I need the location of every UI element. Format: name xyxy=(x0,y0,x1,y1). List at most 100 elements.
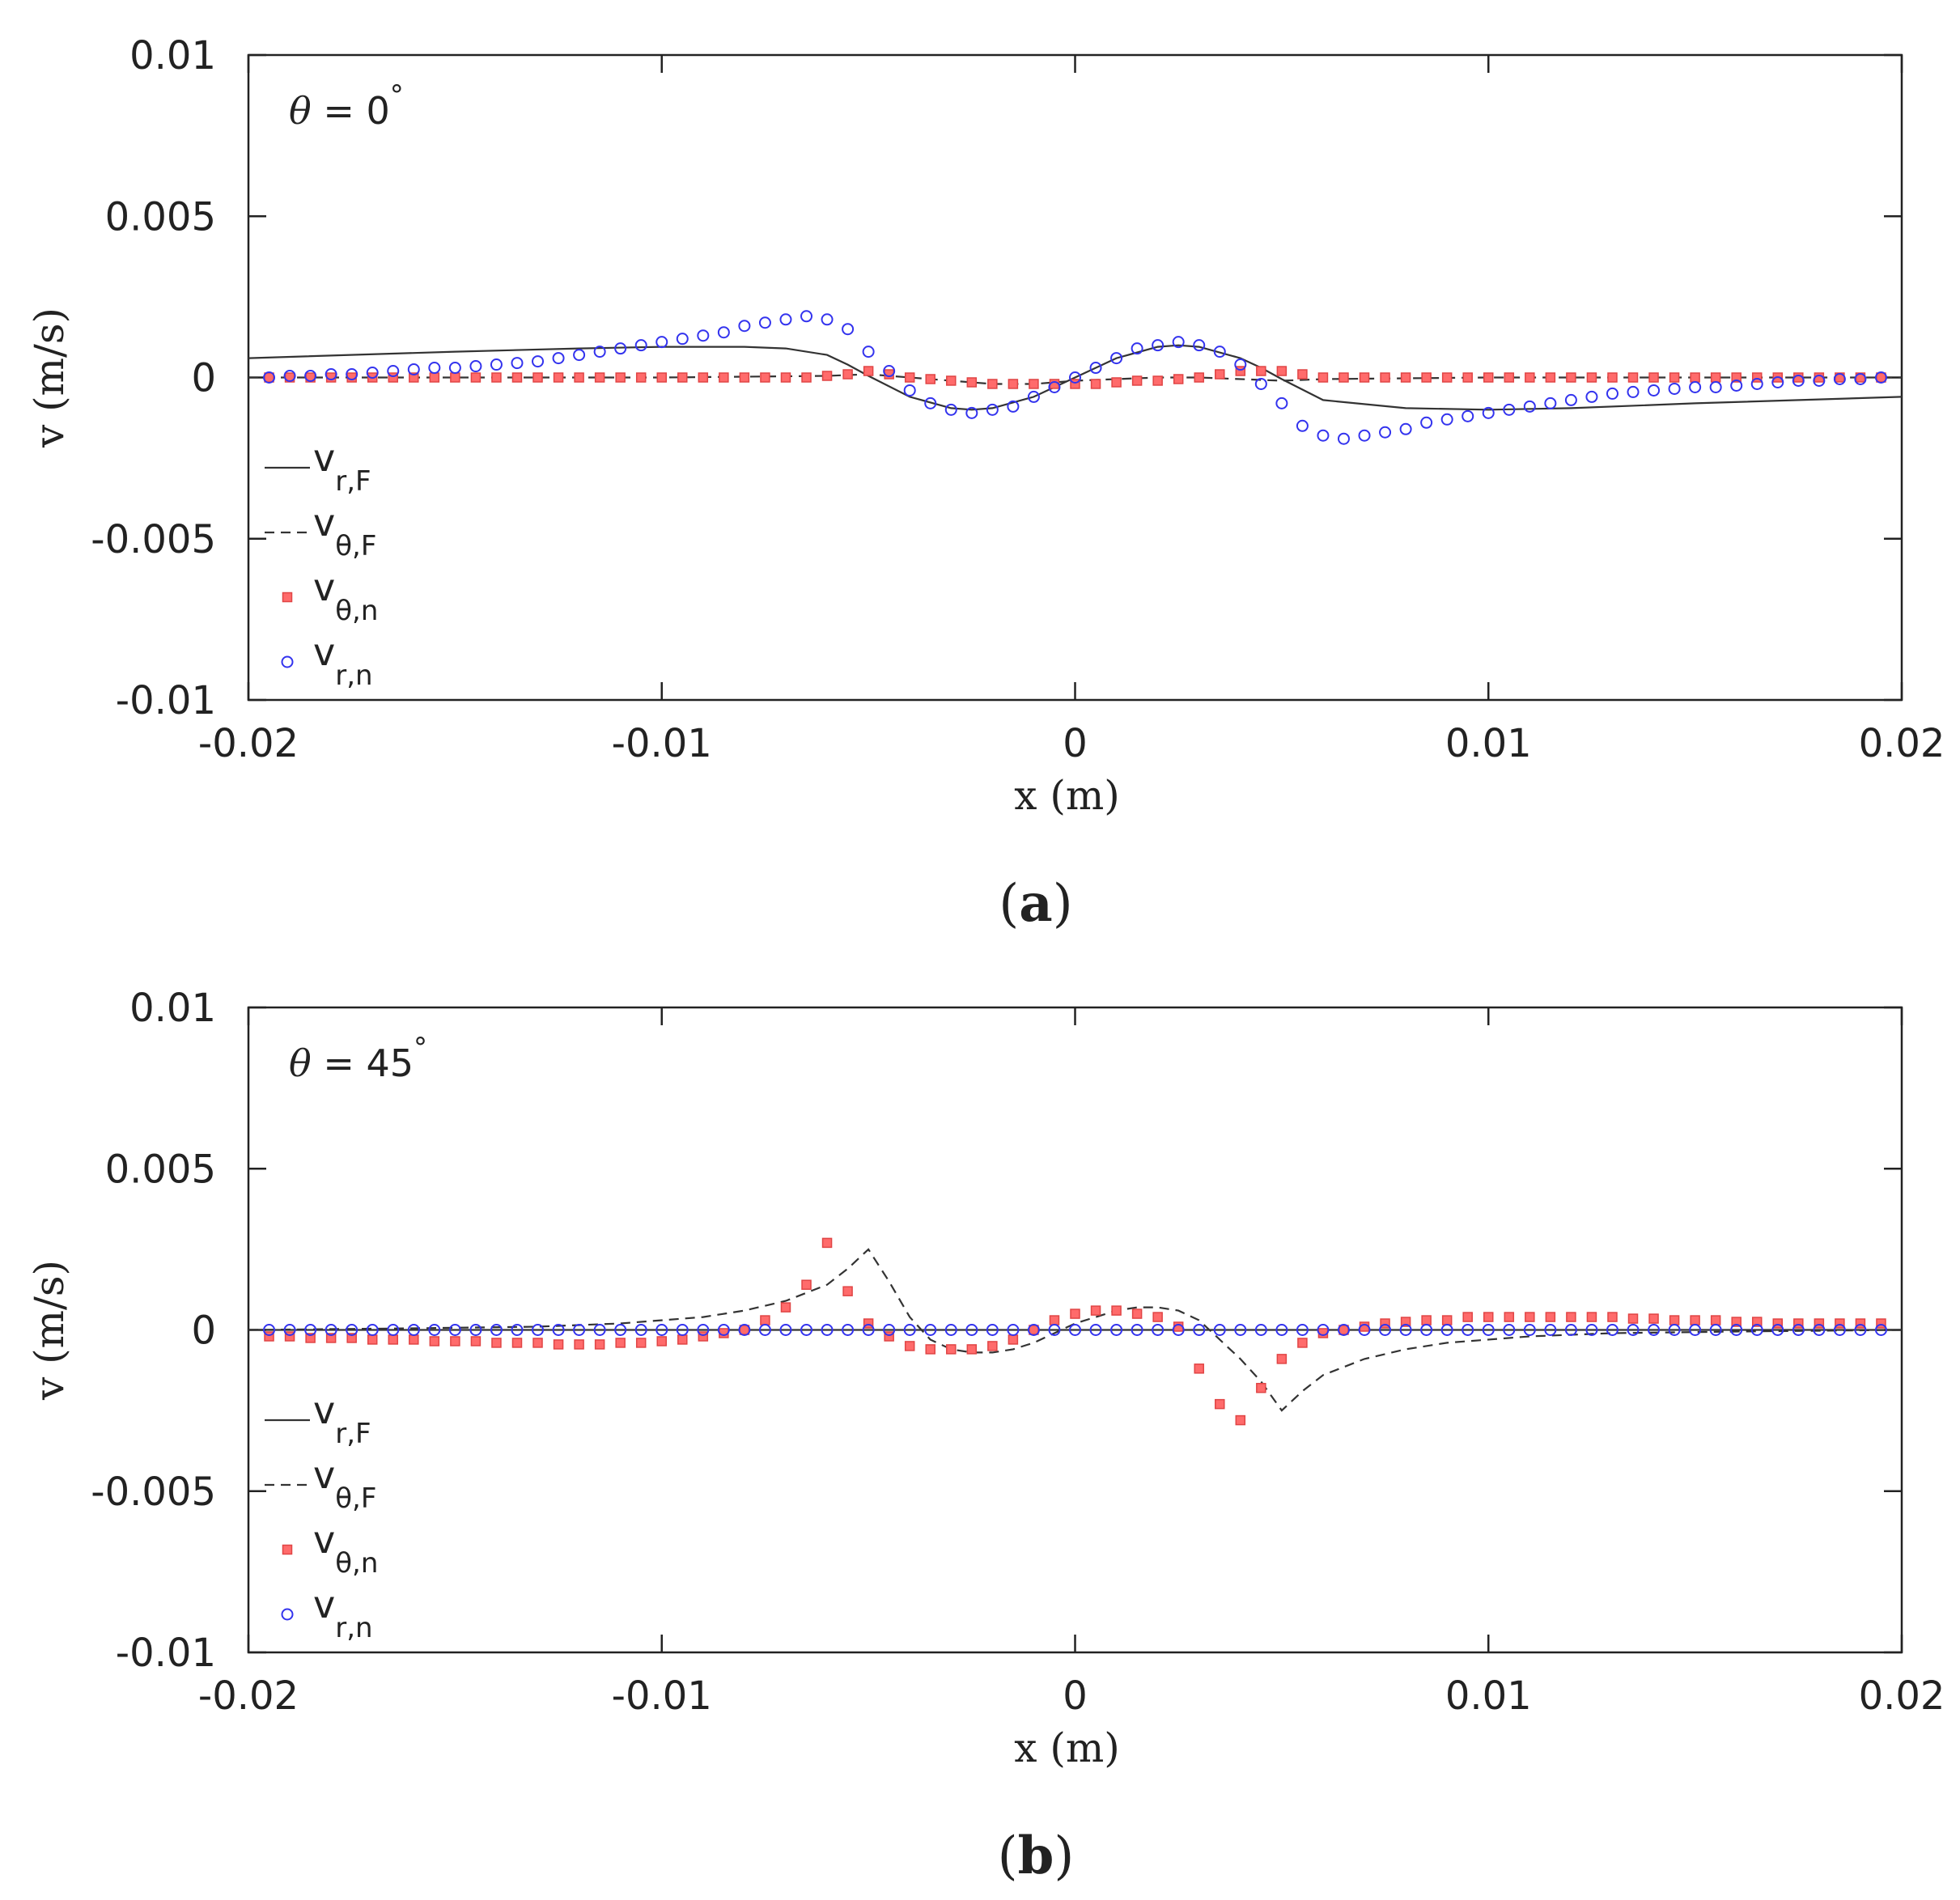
vrn-marker xyxy=(552,352,565,365)
vrn-marker xyxy=(1172,1324,1185,1336)
legend-label-vthn: vθ,n xyxy=(313,1518,378,1580)
vrn-marker xyxy=(1254,377,1267,390)
vrn-marker xyxy=(924,1324,937,1336)
vthetan-marker xyxy=(719,372,729,383)
vthetan-marker xyxy=(1462,1312,1473,1322)
y-tick-label: -0.01 xyxy=(116,1631,216,1676)
vrn-marker xyxy=(325,368,337,381)
vthetan-marker xyxy=(574,1339,584,1350)
x-tick-label: 0 xyxy=(1063,721,1088,766)
vthetan-marker xyxy=(1855,1318,1866,1329)
vthetan-marker xyxy=(1400,1317,1411,1327)
vrn-marker xyxy=(1358,429,1371,442)
vthetan-marker xyxy=(739,372,750,383)
vrn-marker xyxy=(304,1324,317,1336)
vthetan-marker xyxy=(1276,1354,1288,1364)
vthetan-marker xyxy=(1152,1312,1163,1322)
vrn-marker xyxy=(697,1324,710,1336)
vthetan-marker xyxy=(409,372,419,383)
vrn-marker xyxy=(1420,416,1433,429)
vrn-marker xyxy=(1234,1324,1247,1336)
vthetan-marker xyxy=(553,372,564,383)
vthetan-marker xyxy=(1751,1317,1763,1327)
vthetan-marker xyxy=(429,372,440,383)
vthetan-marker xyxy=(450,372,460,383)
vrn-marker xyxy=(1440,1324,1453,1336)
vrn-marker xyxy=(1709,380,1722,393)
vrn-marker xyxy=(655,1324,668,1336)
vrn-marker xyxy=(1152,1324,1165,1336)
vthetan-marker xyxy=(532,1338,543,1348)
legend-circle-swatch xyxy=(281,655,294,668)
vrn-marker xyxy=(1771,1324,1784,1336)
vthetan-marker xyxy=(1462,372,1473,383)
vthetan-marker xyxy=(904,1341,915,1351)
vthetan-marker xyxy=(325,1333,337,1343)
x-axis-title: x (m) xyxy=(1014,772,1120,819)
caption-b: (b) xyxy=(998,1826,1075,1886)
vrn-marker xyxy=(1296,419,1309,432)
vrn-marker xyxy=(1007,1324,1020,1336)
vthetan-marker xyxy=(470,372,482,383)
vrn-marker xyxy=(1523,1324,1536,1336)
vrn-marker xyxy=(1110,1324,1123,1336)
vrn-marker xyxy=(1440,413,1453,426)
x-tick-label: -0.01 xyxy=(612,1673,712,1719)
vthetan-marker xyxy=(1380,1318,1390,1329)
x-tick-label: 0.01 xyxy=(1445,1673,1532,1719)
vrn-marker xyxy=(1007,400,1020,413)
x-tick-label: 0.02 xyxy=(1859,1673,1945,1719)
vthetan-marker xyxy=(1235,366,1246,376)
vrn-marker xyxy=(1668,382,1681,395)
vrn-marker xyxy=(511,1324,524,1336)
vrn-marker xyxy=(779,1324,792,1336)
legend-square-swatch xyxy=(282,1544,293,1555)
vrn-marker xyxy=(532,355,545,368)
vrn-marker xyxy=(1833,372,1846,385)
vthetan-marker xyxy=(1876,372,1886,383)
vthetan-marker xyxy=(1152,375,1163,386)
vthetan-marker xyxy=(429,1336,440,1347)
vthetan-marker xyxy=(780,1302,791,1313)
vthetan-marker xyxy=(264,1331,274,1342)
vthetan-marker xyxy=(1566,1312,1576,1322)
vthetan-marker xyxy=(1669,372,1680,383)
vthetan-marker xyxy=(1566,372,1576,383)
vrn-marker xyxy=(304,370,317,383)
vrn-marker xyxy=(1585,1324,1598,1336)
vrn-marker xyxy=(758,316,771,329)
vrn-marker xyxy=(655,336,668,349)
vthetan-marker xyxy=(1627,1313,1639,1324)
vrn-marker xyxy=(634,339,647,352)
vthetan-marker xyxy=(511,372,523,383)
vrn-marker xyxy=(758,1324,771,1336)
vthetan-marker xyxy=(1359,372,1370,383)
vrn-marker xyxy=(1131,342,1143,355)
legend-circle-swatch xyxy=(281,1608,294,1621)
vthetan-marker xyxy=(842,1286,853,1296)
vthetan-marker xyxy=(574,372,584,383)
vthetan-marker xyxy=(409,1334,419,1345)
x-tick-label: -0.02 xyxy=(198,1673,299,1719)
vrn-marker xyxy=(717,1324,730,1336)
vrn-marker xyxy=(593,1324,606,1336)
vthetan-marker xyxy=(1586,1312,1597,1322)
vthetan-marker xyxy=(1111,1305,1122,1316)
vrn-marker xyxy=(283,370,296,383)
vrn-marker xyxy=(1399,1324,1412,1336)
vthetan-marker xyxy=(1317,372,1329,383)
vrn-marker xyxy=(1730,1324,1743,1336)
legend-label-vrF: vr,F xyxy=(313,436,371,498)
legend-label-vrn: vr,n xyxy=(313,630,373,692)
vthetan-marker xyxy=(1276,366,1288,376)
vrn-marker xyxy=(614,342,627,355)
vthetan-marker xyxy=(1814,1318,1825,1329)
vthetan-marker xyxy=(1029,379,1039,389)
vrn-marker xyxy=(1358,1324,1371,1336)
vthetan-marker xyxy=(1751,372,1763,383)
vthetan-marker xyxy=(450,1336,460,1347)
vthetan-marker xyxy=(1090,1305,1101,1316)
vthetan-marker xyxy=(801,1279,812,1290)
vrn-marker xyxy=(407,1324,420,1336)
vrn-marker xyxy=(346,1324,358,1336)
